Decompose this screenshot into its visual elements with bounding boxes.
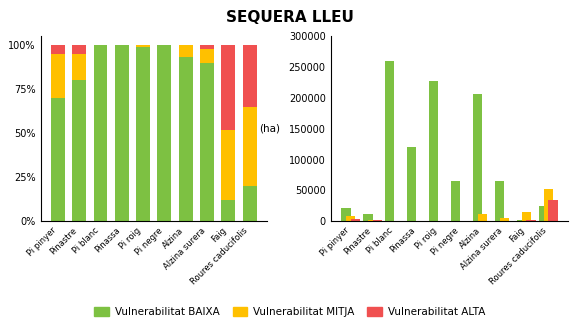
- Bar: [51, 45, 65, 54]
- Bar: [72, 54, 86, 80]
- Bar: [473, 94, 482, 221]
- Bar: [136, 45, 150, 47]
- Bar: [115, 45, 129, 221]
- Bar: [222, 200, 235, 221]
- Bar: [385, 61, 394, 221]
- Bar: [500, 218, 509, 221]
- Bar: [429, 81, 438, 221]
- Bar: [478, 214, 487, 221]
- Bar: [242, 45, 256, 107]
- Bar: [368, 220, 378, 221]
- Bar: [136, 47, 150, 221]
- Bar: [93, 45, 107, 221]
- Bar: [200, 45, 214, 49]
- Bar: [351, 219, 360, 221]
- Bar: [200, 63, 214, 221]
- Bar: [373, 220, 382, 221]
- Bar: [242, 107, 256, 186]
- Bar: [495, 181, 504, 221]
- Bar: [222, 130, 235, 200]
- Bar: [543, 189, 553, 221]
- Bar: [72, 80, 86, 221]
- Bar: [51, 98, 65, 221]
- Bar: [549, 200, 557, 221]
- Bar: [157, 45, 171, 221]
- Bar: [179, 45, 193, 57]
- Bar: [222, 45, 235, 130]
- Text: SEQUERA LLEU: SEQUERA LLEU: [226, 10, 354, 25]
- Bar: [200, 49, 214, 63]
- Bar: [346, 216, 356, 221]
- Bar: [539, 206, 548, 221]
- Bar: [179, 57, 193, 221]
- Bar: [363, 214, 372, 221]
- Bar: [517, 220, 526, 221]
- Bar: [451, 181, 460, 221]
- Bar: [521, 213, 531, 221]
- Legend: Vulnerabilitat BAIXA, Vulnerabilitat MITJA, Vulnerabilitat ALTA: Vulnerabilitat BAIXA, Vulnerabilitat MIT…: [90, 303, 490, 321]
- Bar: [72, 45, 86, 54]
- Bar: [242, 186, 256, 221]
- Bar: [527, 220, 536, 221]
- Y-axis label: (ha): (ha): [259, 124, 280, 134]
- Bar: [51, 54, 65, 98]
- Bar: [407, 147, 416, 221]
- Bar: [342, 208, 350, 221]
